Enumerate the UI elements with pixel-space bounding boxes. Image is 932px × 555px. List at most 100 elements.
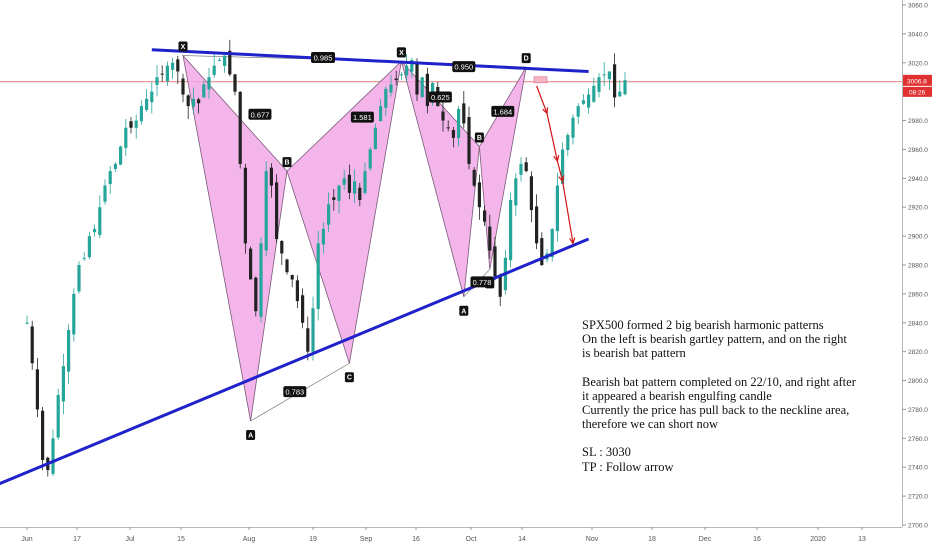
price-tick-label: 2780.0 (908, 407, 928, 414)
candle-body (139, 106, 143, 122)
time-tick-label: 18 (648, 536, 656, 543)
price-tick-label: 2700.0 (908, 523, 928, 530)
time-tick-label: 17 (73, 536, 81, 543)
candle-body (160, 73, 164, 75)
trendline-resistance (151, 48, 589, 73)
point-label-bg (282, 157, 292, 168)
candle-body (51, 438, 55, 474)
time-tick-label: Nov (586, 536, 599, 543)
price-tick-label: 2900.0 (908, 234, 928, 241)
analysis-note: SPX500 formed 2 big bearish harmonic pat… (582, 318, 902, 474)
candle-body (150, 91, 154, 103)
candle-body (134, 120, 138, 128)
point-label: X (181, 44, 186, 51)
candle-body (519, 163, 523, 175)
ratio-label-bg (491, 105, 515, 117)
time-tick-label: Oct (466, 536, 477, 543)
ratio-label: 0.778 (473, 278, 492, 287)
candle-body (301, 295, 305, 323)
time-tick-label: Sep (360, 536, 373, 543)
candle-body (41, 410, 45, 460)
candle-body (483, 210, 487, 222)
candle-body (389, 84, 393, 93)
ratio-label-bg (311, 52, 335, 63)
ratio-label: 0.985 (314, 54, 333, 63)
candle-body (415, 63, 419, 95)
plot-area (0, 0, 902, 527)
candle-body (420, 77, 424, 98)
ratio-label-bg (428, 91, 452, 103)
point-label: C (347, 375, 352, 382)
candle-body (35, 369, 39, 410)
point-label: D (524, 56, 529, 63)
time-tick-label: Jun (21, 536, 32, 543)
price-tick-label: 3040.0 (908, 31, 928, 38)
ratio-label-bg (470, 276, 494, 288)
ratio-label: 1.684 (493, 107, 512, 116)
position-box (533, 76, 548, 84)
candle-body (342, 178, 346, 185)
candle-body (275, 182, 279, 239)
candle-body (566, 135, 570, 150)
candle-body (171, 62, 175, 70)
time-tick-label: 16 (753, 536, 761, 543)
candle-body (514, 178, 518, 206)
note-line-7: therefore we can short now (582, 417, 719, 432)
point-label-bg (396, 47, 406, 58)
time-tick-label: 19 (309, 536, 317, 543)
candle-body (290, 275, 294, 280)
current-price-tag (903, 74, 932, 86)
candle-body (124, 127, 128, 148)
candle-body (581, 100, 585, 104)
take-profit-text: TP : Follow arrow (582, 459, 674, 474)
point-label-bg (246, 430, 256, 440)
candle-body (399, 74, 403, 76)
candle-body (61, 366, 65, 402)
candle-body (87, 236, 91, 258)
price-tick-label: 2720.0 (908, 494, 928, 501)
candle-body (477, 182, 481, 208)
candle-body (311, 308, 315, 352)
point-label: B (284, 160, 289, 167)
time-tick-label: Jul (126, 536, 135, 543)
candle-body (368, 149, 372, 169)
price-tick-label: 2740.0 (908, 465, 928, 472)
ratio-label-bg (452, 61, 476, 73)
candle-body (425, 73, 429, 107)
candle-body (602, 74, 606, 76)
note-line-4: Bearish bat pattern completed on 22/10, … (582, 374, 856, 389)
time-tick-label: 13 (858, 536, 866, 543)
point-label: A (248, 433, 253, 440)
note-line-3: is bearish bat pattern (582, 346, 686, 361)
projection-segment (562, 181, 574, 244)
ratio-label-bg (350, 111, 374, 123)
candle-body (295, 280, 299, 302)
price-tick-label: 2840.0 (908, 320, 928, 327)
ratio-label: 0.783 (285, 388, 304, 397)
time-tick-label: 15 (177, 536, 185, 543)
time-tick-label: Dec (699, 536, 712, 543)
candle-body (108, 171, 112, 185)
ratio-label: 0.625 (431, 93, 450, 102)
candle-body (191, 98, 195, 107)
candle-body (285, 259, 289, 273)
point-label: A (461, 308, 466, 315)
price-tick-label: 2880.0 (908, 263, 928, 270)
candle-body (223, 55, 227, 66)
candle-body (535, 206, 539, 244)
candle-body (509, 200, 513, 261)
ratio-label-bg (248, 108, 272, 120)
candle-body (472, 169, 476, 186)
candle-body (410, 59, 414, 72)
countdown-label: 08:26 (909, 89, 926, 96)
candle-body (394, 78, 398, 81)
time-tick-label: Aug (243, 536, 256, 543)
candle-body (197, 99, 201, 104)
candle-body (238, 91, 242, 164)
candle-body (113, 163, 117, 169)
candle-body (384, 88, 388, 108)
projection-segment (536, 85, 548, 114)
candle-body (202, 84, 206, 98)
